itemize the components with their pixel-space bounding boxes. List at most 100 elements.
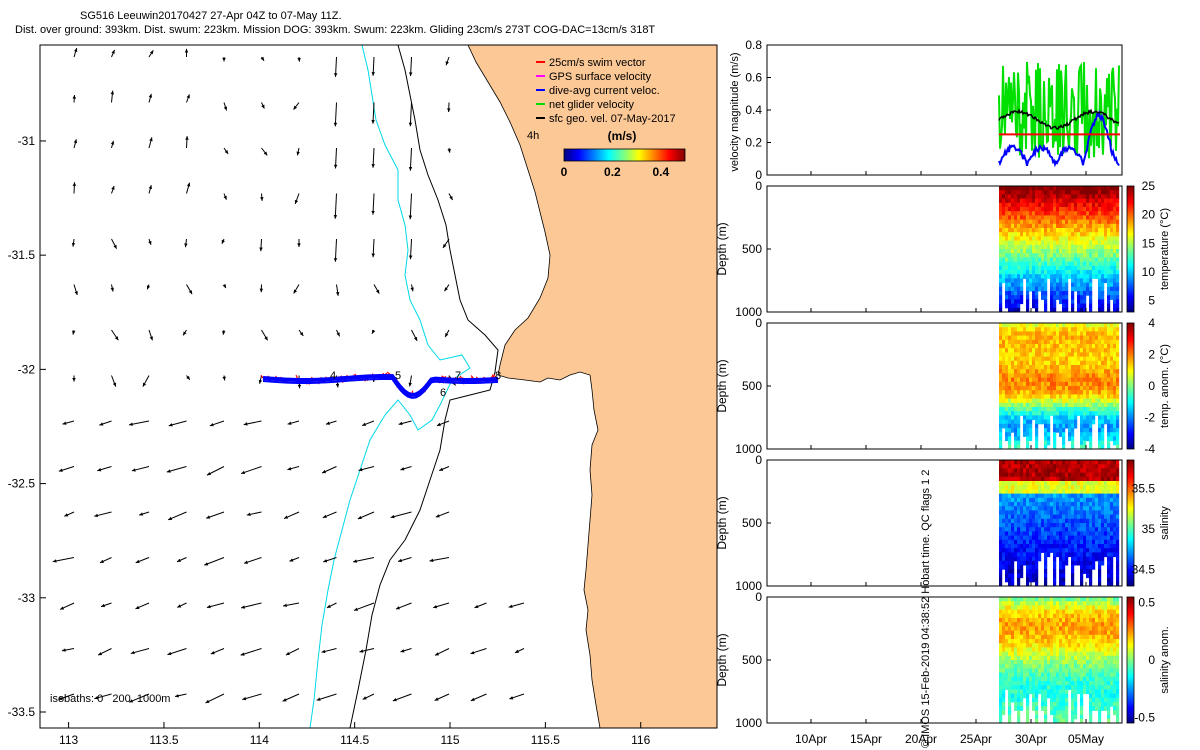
heatmap-cell bbox=[1041, 323, 1045, 328]
heatmap-cell bbox=[1035, 440, 1039, 446]
heatmap-cell bbox=[1026, 569, 1030, 574]
heatmap-cell bbox=[1056, 348, 1060, 353]
heatmap-cell bbox=[1050, 476, 1054, 482]
heatmap-cell bbox=[1086, 207, 1090, 212]
heatmap-cell bbox=[1023, 655, 1027, 661]
heatmap-cell bbox=[1116, 523, 1120, 528]
velocity-arrow bbox=[259, 238, 263, 252]
heatmap-cell bbox=[999, 573, 1003, 579]
heatmap-cell bbox=[1053, 502, 1057, 507]
heatmap-cell bbox=[1047, 207, 1051, 212]
heatmap-cell bbox=[1092, 331, 1096, 337]
heatmap-cell bbox=[1017, 348, 1021, 353]
heatmap-cell bbox=[1095, 609, 1099, 615]
heatmap-cell bbox=[1047, 493, 1051, 499]
heatmap-cell bbox=[1098, 265, 1102, 271]
heatmap-cell bbox=[1047, 622, 1051, 627]
heatmap-cell bbox=[1053, 356, 1057, 362]
heatmap-cell bbox=[1008, 228, 1012, 233]
heatmap-cell bbox=[1062, 556, 1066, 562]
heatmap-cell bbox=[1032, 618, 1036, 623]
heatmap-cell bbox=[999, 489, 1003, 495]
heatmap-cell bbox=[1011, 244, 1015, 250]
heatmap-cell bbox=[1041, 472, 1045, 478]
heatmap-cell bbox=[1086, 327, 1090, 332]
heatmap-cell bbox=[1041, 331, 1045, 337]
heatmap-cell bbox=[1020, 327, 1024, 332]
heatmap-cell bbox=[1059, 693, 1063, 699]
heatmap-cell bbox=[1077, 402, 1081, 408]
heatmap-cell bbox=[1071, 613, 1075, 619]
heatmap-cell bbox=[1005, 207, 1009, 212]
heatmap-cell bbox=[999, 697, 1003, 703]
heatmap-cell bbox=[1041, 344, 1045, 349]
heatmap-cell bbox=[1104, 244, 1108, 250]
heatmap-cell bbox=[1077, 327, 1081, 332]
heatmap-cell bbox=[1116, 639, 1120, 644]
heatmap-cell bbox=[1089, 303, 1093, 309]
heatmap-cell bbox=[1050, 523, 1054, 528]
heatmap-cell bbox=[1026, 394, 1030, 400]
heatmap-cell bbox=[1080, 211, 1084, 216]
heatmap-cell bbox=[1023, 261, 1027, 267]
heatmap-cell bbox=[1113, 689, 1117, 695]
heatmap-cell bbox=[1053, 485, 1057, 490]
heatmap-cell bbox=[1113, 407, 1117, 412]
heatmap-cell bbox=[1080, 569, 1084, 574]
heatmap-cell bbox=[1032, 634, 1036, 640]
heatmap-cell bbox=[1116, 356, 1120, 362]
heatmap-cell bbox=[1053, 565, 1057, 570]
heatmap-cell bbox=[1017, 556, 1021, 562]
heatmap-cell bbox=[1050, 685, 1054, 690]
heatmap-cell bbox=[1044, 190, 1048, 195]
heatmap-cell bbox=[1098, 211, 1102, 216]
heatmap-cell bbox=[1017, 601, 1021, 606]
heatmap-cell bbox=[1098, 282, 1102, 288]
heatmap-cell bbox=[1056, 344, 1060, 349]
heatmap-cell bbox=[1107, 506, 1111, 511]
velocity-arrow bbox=[73, 47, 78, 58]
heatmap-cell bbox=[1116, 236, 1120, 242]
heatmap-cell bbox=[1080, 186, 1084, 191]
heatmap-cell bbox=[1020, 344, 1024, 349]
heatmap-cell bbox=[1092, 706, 1096, 711]
heatmap-cell bbox=[1080, 502, 1084, 507]
heatmap-cell bbox=[1053, 402, 1057, 408]
heatmap-cell bbox=[1041, 622, 1045, 627]
heatmap-cell bbox=[1062, 523, 1066, 528]
heatmap-cell bbox=[1095, 668, 1099, 674]
heatmap-cell bbox=[1071, 223, 1075, 229]
heatmap-cell bbox=[1113, 428, 1117, 433]
heatmap-cell bbox=[1008, 706, 1012, 711]
heatmap-cell bbox=[1107, 299, 1111, 305]
velocity-arrow bbox=[58, 466, 75, 472]
heatmap-cell bbox=[1002, 207, 1006, 212]
heatmap-cell bbox=[1026, 681, 1030, 686]
heatmap-cell bbox=[1008, 681, 1012, 686]
heatmap-cell bbox=[1068, 356, 1072, 362]
heatmap-cell bbox=[1107, 215, 1111, 221]
heatmap-cell bbox=[1083, 365, 1087, 370]
heatmap-cell bbox=[1014, 249, 1018, 254]
heatmap-cell bbox=[1050, 261, 1054, 267]
heatmap-cell bbox=[999, 299, 1003, 305]
heatmap-cell bbox=[1089, 672, 1093, 678]
heatmap-cell bbox=[1023, 198, 1027, 204]
heatmap-cell bbox=[1023, 423, 1027, 429]
heatmap-cell bbox=[1032, 518, 1036, 524]
heatmap-cell bbox=[1029, 535, 1033, 541]
heatmap-cell bbox=[1080, 655, 1084, 661]
velocity-arrow bbox=[371, 193, 375, 215]
heatmap-cell bbox=[1116, 493, 1120, 499]
heatmap-cell bbox=[1050, 672, 1054, 678]
heatmap-cell bbox=[1023, 381, 1027, 387]
heatmap-cell bbox=[1014, 523, 1018, 528]
heatmap-cell bbox=[1032, 506, 1036, 511]
heatmap-cell bbox=[1089, 502, 1093, 507]
heatmap-cell bbox=[1071, 523, 1075, 528]
heatmap-cell bbox=[1113, 597, 1117, 602]
heatmap-cell bbox=[1026, 655, 1030, 661]
heatmap-cell bbox=[1014, 219, 1018, 225]
heatmap-cell bbox=[1005, 244, 1009, 250]
heatmap-cell bbox=[1059, 634, 1063, 640]
